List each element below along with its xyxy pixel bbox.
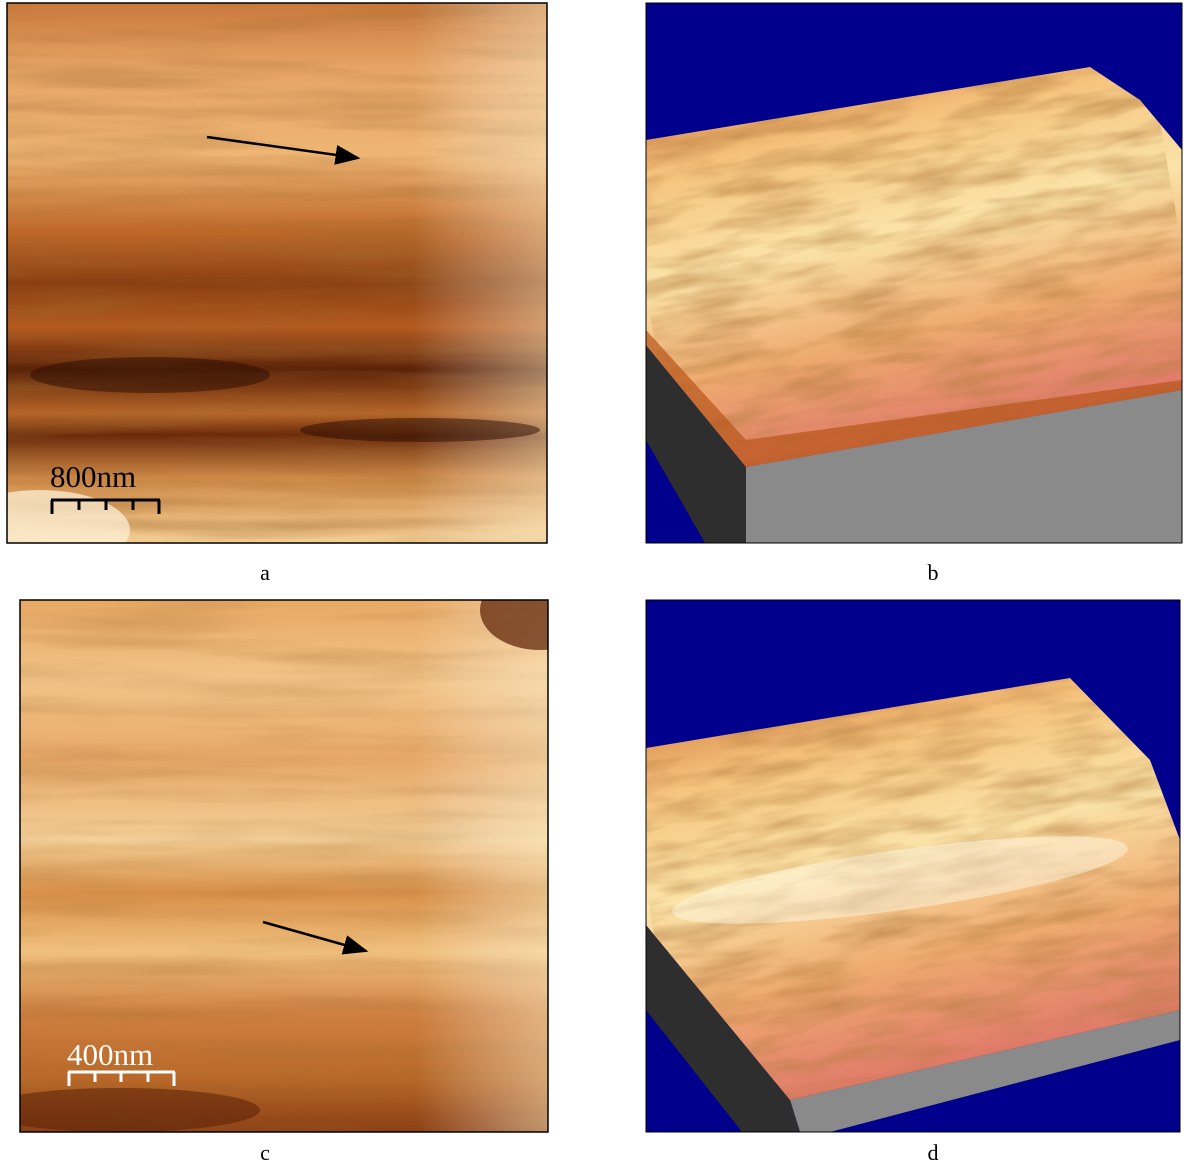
panel-label: d [928, 1140, 939, 1165]
figure: 800nm a b 400nm c [0, 0, 1184, 1171]
panel-label: a [260, 560, 270, 585]
panel-b: b [604, 0, 1184, 585]
panel-a: 800nm a [0, 3, 547, 585]
page: {"panels": [ {"label": "a", "scale_bar":… [0, 0, 1184, 1171]
scale-bar-label: 800nm [50, 459, 136, 494]
panel-d: d [604, 558, 1184, 1171]
panel-label: b [928, 560, 939, 585]
panel-label: c [260, 1140, 270, 1165]
panel-c: 400nm c [0, 570, 600, 1165]
scale-bar-label: 400nm [67, 1037, 153, 1072]
